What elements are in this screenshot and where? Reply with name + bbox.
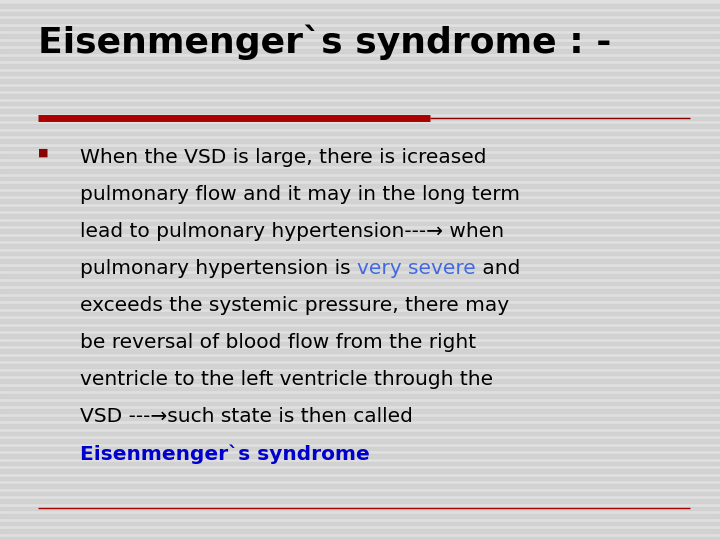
Text: exceeds the systemic pressure, there may: exceeds the systemic pressure, there may — [80, 296, 509, 315]
Text: pulmonary hypertension is: pulmonary hypertension is — [80, 259, 357, 278]
Bar — [0, 207, 720, 210]
Bar — [0, 454, 720, 457]
Bar — [0, 132, 720, 135]
Bar — [0, 282, 720, 285]
Bar — [0, 4, 720, 8]
Bar — [0, 49, 720, 52]
Bar — [0, 402, 720, 405]
Text: be reversal of blood flow from the right: be reversal of blood flow from the right — [80, 333, 476, 352]
Bar — [0, 274, 720, 278]
Bar — [0, 312, 720, 315]
Text: Eisenmenger`s syndrome: Eisenmenger`s syndrome — [80, 444, 370, 463]
Text: very severe: very severe — [357, 259, 476, 278]
Bar — [0, 154, 720, 158]
Bar — [0, 221, 720, 225]
Bar — [0, 372, 720, 375]
Bar — [0, 484, 720, 488]
Bar — [0, 296, 720, 300]
Bar — [0, 327, 720, 330]
Bar — [0, 537, 720, 540]
Bar — [0, 192, 720, 195]
Bar — [0, 304, 720, 307]
Bar — [0, 431, 720, 435]
Bar — [0, 522, 720, 525]
Bar — [0, 259, 720, 262]
Bar — [0, 252, 720, 255]
Bar — [0, 229, 720, 233]
Bar — [0, 447, 720, 450]
Bar — [0, 387, 720, 390]
Bar — [0, 499, 720, 503]
Bar — [0, 469, 720, 472]
Bar — [0, 12, 720, 15]
Bar — [0, 214, 720, 218]
Bar — [0, 124, 720, 127]
Bar — [0, 19, 720, 23]
Bar — [0, 462, 720, 465]
Bar — [0, 334, 720, 338]
Text: pulmonary flow and it may in the long term: pulmonary flow and it may in the long te… — [80, 185, 520, 204]
Bar — [0, 409, 720, 413]
Text: lead to pulmonary hypertension---→ when: lead to pulmonary hypertension---→ when — [80, 222, 504, 241]
Bar — [0, 64, 720, 68]
Text: Eisenmenger`s syndrome : -: Eisenmenger`s syndrome : - — [38, 25, 611, 60]
Bar — [0, 514, 720, 517]
Bar — [0, 237, 720, 240]
Bar — [0, 477, 720, 480]
Bar — [0, 289, 720, 293]
Bar — [0, 356, 720, 360]
Bar — [0, 267, 720, 270]
Bar — [0, 439, 720, 442]
Bar — [0, 102, 720, 105]
Bar — [0, 424, 720, 428]
Bar — [0, 147, 720, 150]
Bar — [0, 79, 720, 83]
Bar — [0, 529, 720, 532]
Text: ventricle to the left ventricle through the: ventricle to the left ventricle through … — [80, 370, 493, 389]
Bar — [0, 364, 720, 368]
Bar — [0, 199, 720, 202]
Bar — [0, 342, 720, 345]
Bar — [0, 349, 720, 353]
Bar — [0, 57, 720, 60]
Bar — [0, 491, 720, 495]
Bar — [0, 42, 720, 45]
Bar — [0, 94, 720, 98]
Bar — [0, 244, 720, 247]
Bar — [0, 379, 720, 382]
Bar — [0, 139, 720, 143]
Bar — [0, 26, 720, 30]
Text: ■: ■ — [38, 148, 48, 158]
Bar — [0, 417, 720, 420]
Bar — [0, 117, 720, 120]
Text: and: and — [476, 259, 520, 278]
Bar — [0, 184, 720, 187]
Bar — [0, 161, 720, 165]
Bar — [0, 394, 720, 397]
Bar — [0, 319, 720, 322]
Bar — [0, 177, 720, 180]
Bar — [0, 109, 720, 112]
Text: VSD ---→such state is then called: VSD ---→such state is then called — [80, 407, 413, 426]
Text: When the VSD is large, there is icreased: When the VSD is large, there is icreased — [80, 148, 487, 167]
Bar — [0, 72, 720, 75]
Bar — [0, 86, 720, 90]
Bar — [0, 34, 720, 37]
Bar — [0, 169, 720, 172]
Bar — [0, 507, 720, 510]
